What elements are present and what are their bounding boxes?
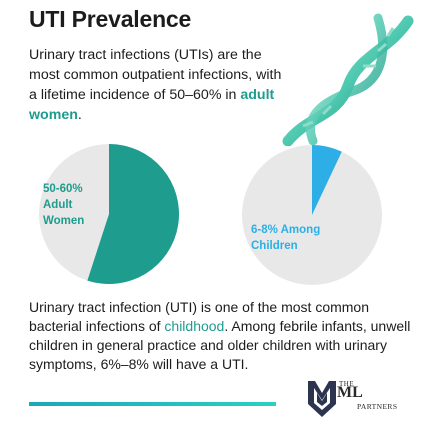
intro-text-end: . (77, 107, 82, 123)
intro-highlight: adult women (29, 87, 275, 123)
body-paragraph: Urinary tract infection (UTI) is one of … (29, 298, 414, 374)
pie-chart-children (242, 145, 382, 285)
intro-text: Urinary tract infections (UTIs) are the … (29, 47, 282, 103)
pie-slice-children (312, 145, 342, 215)
dna-strand-a (282, 15, 414, 146)
pie-label-adult-women: 50-60% Adult Women (43, 181, 123, 229)
pie-label-line: 6-8% Among (251, 224, 321, 236)
dna-helix-illustration (282, 13, 414, 146)
gradient-divider (29, 402, 276, 406)
pie-slice-adult-women (87, 144, 180, 284)
ml-shield-icon (308, 381, 336, 417)
logo-ml: ML (337, 384, 363, 401)
logo-the: THE (339, 380, 355, 388)
page-title: UTI Prevalence (29, 6, 192, 32)
ml-partners-logo: THE ML PARTNERS (305, 378, 420, 420)
logo-partners: PARTNERS (357, 402, 398, 411)
body-text: Urinary tract infection (UTI) is one of … (29, 299, 369, 334)
pie-label-line: Adult (43, 199, 73, 211)
body-text-end: . Among febrile infants, unwell children… (29, 318, 411, 372)
pie-label-line: 50-60% (43, 183, 83, 195)
pie-label-line: Women (43, 215, 85, 227)
body-highlight: childhood (164, 318, 225, 334)
pie-label-children: 6-8% Among Children (251, 222, 371, 254)
pie-label-line: Children (251, 240, 298, 252)
intro-paragraph: Urinary tract infections (UTIs) are the … (29, 45, 284, 125)
pie-chart-adult-women (39, 144, 180, 284)
